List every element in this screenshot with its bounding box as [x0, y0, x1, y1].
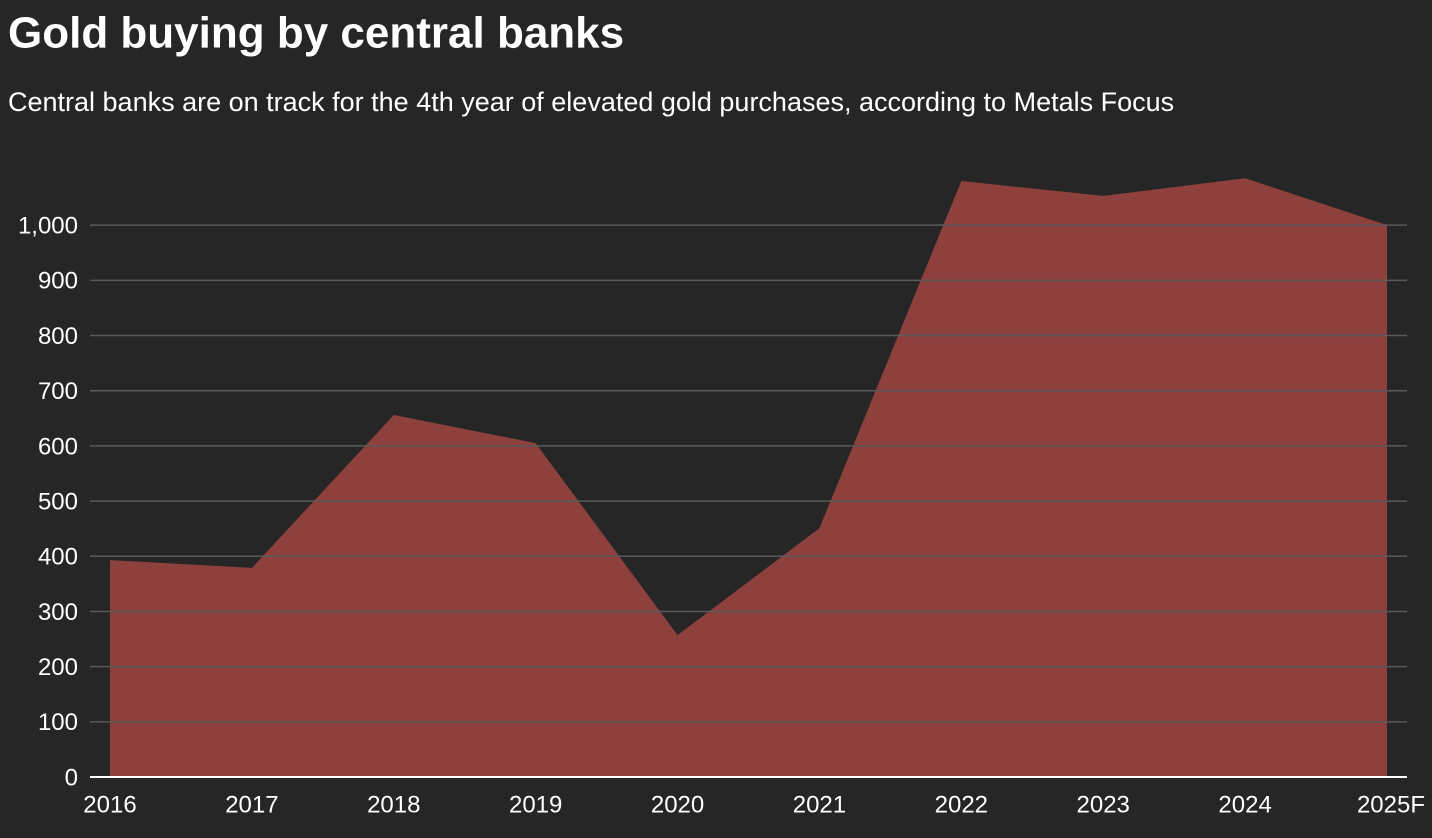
- y-tick-label: 400: [38, 544, 78, 571]
- y-tick-label: 1,000: [18, 213, 78, 240]
- x-tick-label: 2018: [367, 791, 420, 818]
- x-tick-label: 2024: [1218, 791, 1271, 818]
- x-tick-label: 2022: [935, 791, 988, 818]
- y-tick-label: 900: [38, 268, 78, 295]
- y-tick-label: 800: [38, 323, 78, 350]
- y-tick-label: 500: [38, 488, 78, 515]
- chart-title: Gold buying by central banks: [8, 9, 624, 58]
- x-tick-label: 2017: [225, 791, 278, 818]
- area: [110, 178, 1387, 777]
- x-tick-label: 2025F: [1357, 791, 1425, 818]
- x-tick-label: 2021: [793, 791, 846, 818]
- y-tick-label: 700: [38, 378, 78, 405]
- x-tick-label: 2019: [509, 791, 562, 818]
- y-tick-label: 0: [65, 764, 78, 791]
- x-tick-label: 2016: [83, 791, 136, 818]
- y-tick-label: 100: [38, 709, 78, 736]
- x-tick-label: 2023: [1077, 791, 1130, 818]
- chart-subtitle: Central banks are on track for the 4th y…: [8, 87, 1174, 117]
- x-tick-label: 2020: [651, 791, 704, 818]
- y-tick-label: 200: [38, 654, 78, 681]
- y-tick-label: 300: [38, 599, 78, 626]
- y-tick-label: 600: [38, 433, 78, 460]
